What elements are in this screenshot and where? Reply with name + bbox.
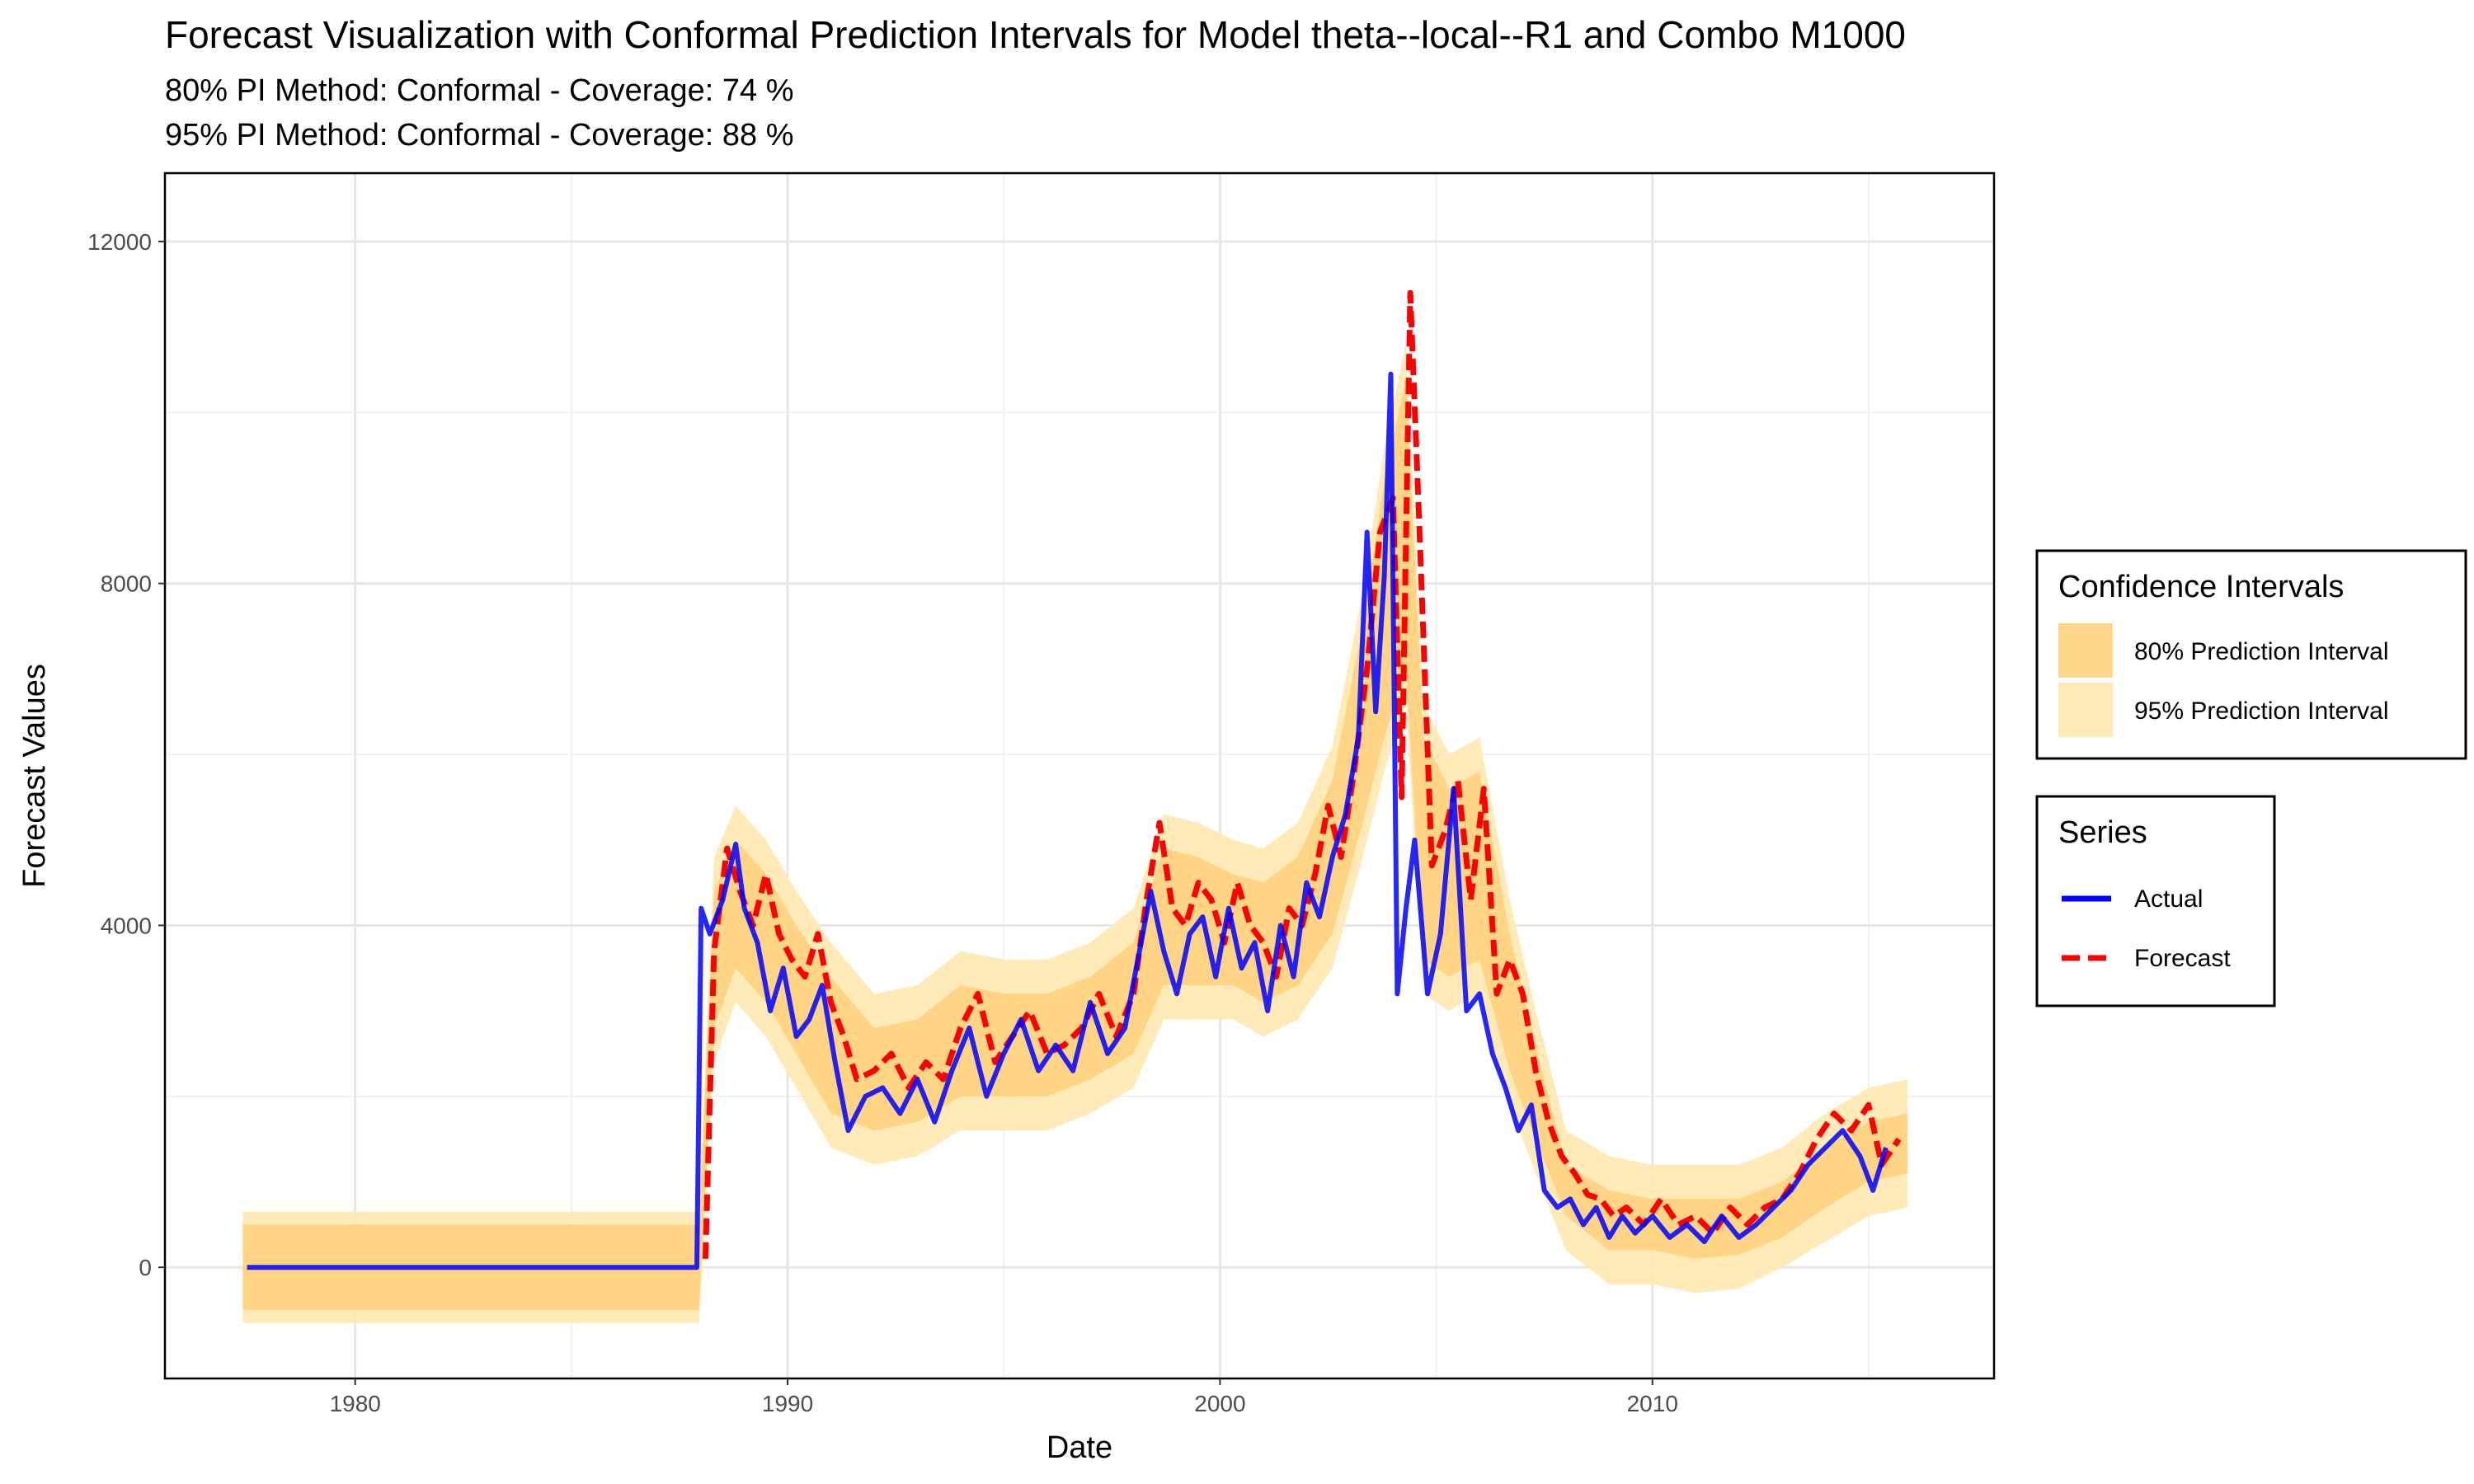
x-tick-label: 1990	[762, 1391, 813, 1416]
forecast-line	[702, 289, 1902, 1259]
plot-frame	[163, 171, 1996, 1380]
chart-title: Forecast Visualization with Conformal Pr…	[165, 13, 1906, 56]
legend-confidence-title: Confidence Intervals	[2058, 570, 2344, 604]
y-axis-title: Forecast Values	[17, 664, 52, 888]
legend-pi80-label: 80% Prediction Interval	[2134, 638, 2389, 665]
x-tick-label: 1980	[330, 1391, 381, 1416]
legend-pi95-swatch	[2058, 683, 2113, 737]
legend-series-title: Series	[2058, 815, 2147, 850]
y-tick-label: 0	[139, 1255, 152, 1280]
chart-subtitle-line-1: 80% PI Method: Conformal - Coverage: 74 …	[165, 73, 794, 108]
actual-line	[247, 371, 1888, 1270]
legend-actual-label: Actual	[2134, 885, 2203, 913]
y-tick-label: 12000	[87, 229, 152, 255]
x-tick-label: 2000	[1194, 1391, 1245, 1416]
x-tick-label: 2010	[1627, 1391, 1678, 1416]
y-tick-label: 4000	[101, 913, 152, 938]
legend-pi95-label: 95% Prediction Interval	[2134, 697, 2389, 725]
y-tick-label: 8000	[101, 571, 152, 597]
pi80-band	[242, 378, 1908, 1310]
legend-pi80-swatch	[2058, 623, 2113, 678]
chart-subtitle-line-2: 95% PI Method: Conformal - Coverage: 88 …	[165, 118, 794, 153]
x-axis-title: Date	[1047, 1430, 1112, 1465]
legend-forecast-label: Forecast	[2134, 945, 2231, 972]
pi95-band	[242, 344, 1908, 1323]
